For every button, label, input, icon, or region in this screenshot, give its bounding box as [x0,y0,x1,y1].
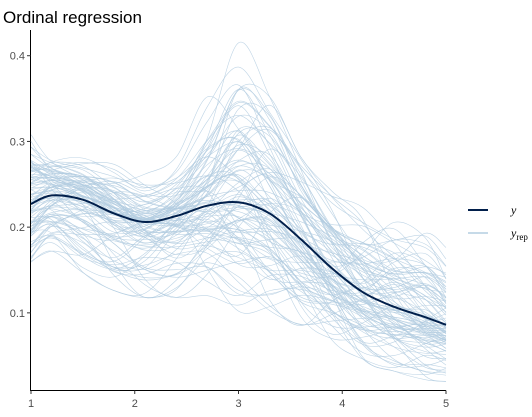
replicate-line [30,134,447,355]
replicate-line [30,156,447,326]
replicate-line [30,236,447,305]
replicate-line [30,130,447,276]
x-tick-label: 3 [235,398,241,410]
replicate-line [30,214,447,323]
legend-label-y: y [510,203,517,217]
replicate-line [30,237,447,326]
x-tick-label: 4 [339,398,345,410]
replicate-line [30,174,447,382]
replicate-line [30,208,447,373]
replicate-line [30,162,447,284]
replicate-line [30,192,447,327]
replicate-line [30,196,447,348]
replicate-line [30,216,447,371]
legend-label-yrep: yrep [510,226,528,242]
replicate-line [30,197,447,308]
replicate-line [30,102,447,337]
replicate-line [30,187,447,374]
replicate-line [30,141,447,307]
replicate-line [30,208,447,293]
replicate-line [30,182,447,341]
replicate-line [30,174,447,349]
replicate-line [30,127,447,260]
replicate-line [30,66,447,334]
x-tick-label: 5 [443,398,449,410]
y-tick-label: 0.3 [10,136,25,148]
legend: y yrep [468,203,528,242]
replicate-lines [30,41,447,382]
replicate-line [30,161,447,287]
replicate-line [30,164,447,285]
x-ticks: 1 2 3 4 5 [28,390,449,410]
replicate-line [30,115,447,299]
observed-series-line [30,194,447,326]
replicate-line [30,168,447,301]
chart-title: Ordinal regression [3,8,142,27]
replicate-line [30,184,447,330]
replicate-line [30,204,447,369]
y-tick-label: 0.4 [10,51,25,63]
replicate-line [30,148,447,352]
y-tick-label: 0.2 [10,222,25,234]
observed-line [30,194,447,326]
replicate-line [30,204,447,366]
replicate-line [30,174,447,290]
replicate-line [30,167,447,330]
replicate-line [30,222,447,332]
y-ticks: 0.1 0.2 0.3 0.4 [10,51,31,320]
replicate-line [30,159,447,340]
replicate-line [30,162,447,264]
replicate-line [30,193,447,368]
replicate-line [30,188,447,337]
replicate-line [30,143,447,333]
replicate-line [30,164,447,360]
replicate-line [30,151,447,376]
replicate-line [30,169,447,341]
replicate-line [30,198,447,344]
replicate-line [30,137,447,334]
replicate-line [30,176,447,334]
replicate-line [30,219,447,337]
x-tick-label: 2 [132,398,138,410]
x-tick-label: 1 [28,398,34,410]
replicate-line [30,130,447,340]
replicate-line [30,141,447,345]
replicate-line [30,171,447,341]
replicate-line [30,114,447,302]
replicate-line [30,175,447,267]
replicate-line [30,214,447,329]
replicate-line [30,160,447,298]
replicate-line [30,164,447,347]
replicate-line [30,173,447,289]
replicate-line [30,173,447,309]
replicate-line [30,205,447,331]
y-tick-label: 0.1 [10,308,25,320]
replicate-line [30,136,447,324]
replicate-line [30,154,447,313]
replicate-line [30,194,447,340]
replicate-line [30,96,447,342]
